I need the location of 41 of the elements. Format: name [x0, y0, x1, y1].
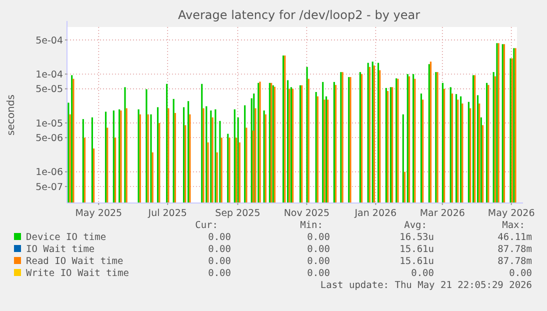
text: 0.00 [307, 268, 330, 279]
x-tick-label: Jul 2025 [147, 208, 187, 219]
text: 0.00 [411, 268, 434, 279]
legend-label: Device IO time [26, 232, 106, 243]
text: 15.61u [400, 256, 434, 267]
y-tick-label: 5e-05 [36, 84, 63, 96]
y-tick-label: 5e-07 [36, 182, 63, 193]
text: 0.00 [307, 244, 330, 255]
text: 0.00 [307, 232, 330, 243]
text: Cur: [195, 220, 218, 231]
text: 0.00 [307, 256, 330, 267]
text: 16.53u [400, 232, 434, 243]
y-tick-label: 1e-05 [36, 118, 63, 130]
text: 87.78m [498, 256, 532, 267]
text: 0.00 [208, 232, 232, 243]
text: 87.78m [498, 244, 532, 255]
legend-label: IO Wait time [26, 244, 95, 255]
y-tick-label: 5e-06 [36, 132, 63, 144]
x-tick-label: May 2025 [75, 208, 122, 219]
text: 46.11m [498, 232, 532, 243]
text: 15.61u [400, 244, 434, 255]
x-tick-label: Jan 2026 [354, 208, 397, 219]
text: Avg: [404, 220, 427, 231]
text: 0.00 [208, 268, 232, 279]
x-tick-label: Mar 2026 [420, 208, 465, 219]
chart-title: Average latency for /dev/loop2 - by year [178, 8, 420, 22]
legend-label: Write IO Wait time [26, 268, 130, 279]
text: 0.00 [509, 268, 532, 279]
text: Min: [300, 220, 323, 231]
text: 0.00 [208, 256, 232, 267]
y-tick-label: 1e-06 [36, 167, 63, 178]
y-tick-label: 5e-04 [36, 35, 63, 46]
text: 0.00 [208, 244, 232, 255]
y-tick-label: 1e-04 [36, 69, 63, 80]
y-axis-title: seconds [6, 94, 17, 136]
text: Max: [502, 220, 525, 231]
legend-label: Read IO Wait time [26, 256, 124, 267]
x-tick-label: Nov 2025 [284, 208, 330, 219]
x-tick-label: May 2026 [488, 208, 535, 219]
x-tick-label: Sep 2025 [215, 208, 260, 219]
text: Last update: Thu May 21 22:05:29 2026 [320, 280, 532, 291]
